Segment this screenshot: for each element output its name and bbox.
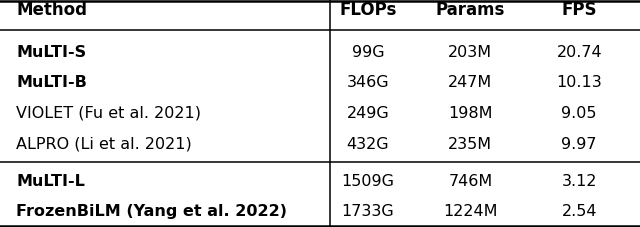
Text: 198M: 198M xyxy=(448,106,493,121)
Text: 2.54: 2.54 xyxy=(561,204,597,219)
Text: Method: Method xyxy=(16,1,87,19)
Text: 10.13: 10.13 xyxy=(556,75,602,90)
Text: MuLTI-S: MuLTI-S xyxy=(16,45,86,60)
Text: FrozenBiLM (Yang et al. 2022): FrozenBiLM (Yang et al. 2022) xyxy=(16,204,287,219)
Text: VIOLET (Fu et al. 2021): VIOLET (Fu et al. 2021) xyxy=(16,106,201,121)
Text: Params: Params xyxy=(436,1,505,19)
Text: 99G: 99G xyxy=(352,45,384,60)
Text: 1224M: 1224M xyxy=(443,204,498,219)
Text: ALPRO (Li et al. 2021): ALPRO (Li et al. 2021) xyxy=(16,137,192,152)
Text: 1733G: 1733G xyxy=(342,204,394,219)
Text: 203M: 203M xyxy=(449,45,492,60)
Text: MuLTI-L: MuLTI-L xyxy=(16,174,85,189)
Text: 3.12: 3.12 xyxy=(561,174,597,189)
Text: 746M: 746M xyxy=(448,174,493,189)
Text: FLOPs: FLOPs xyxy=(339,1,397,19)
Text: 247M: 247M xyxy=(448,75,493,90)
Text: FPS: FPS xyxy=(561,1,597,19)
Text: 249G: 249G xyxy=(347,106,389,121)
Text: 9.05: 9.05 xyxy=(561,106,597,121)
Text: 235M: 235M xyxy=(449,137,492,152)
Text: 1509G: 1509G xyxy=(342,174,394,189)
Text: MuLTI-B: MuLTI-B xyxy=(16,75,87,90)
Text: 20.74: 20.74 xyxy=(556,45,602,60)
Text: 9.97: 9.97 xyxy=(561,137,597,152)
Text: 432G: 432G xyxy=(347,137,389,152)
Text: 346G: 346G xyxy=(347,75,389,90)
